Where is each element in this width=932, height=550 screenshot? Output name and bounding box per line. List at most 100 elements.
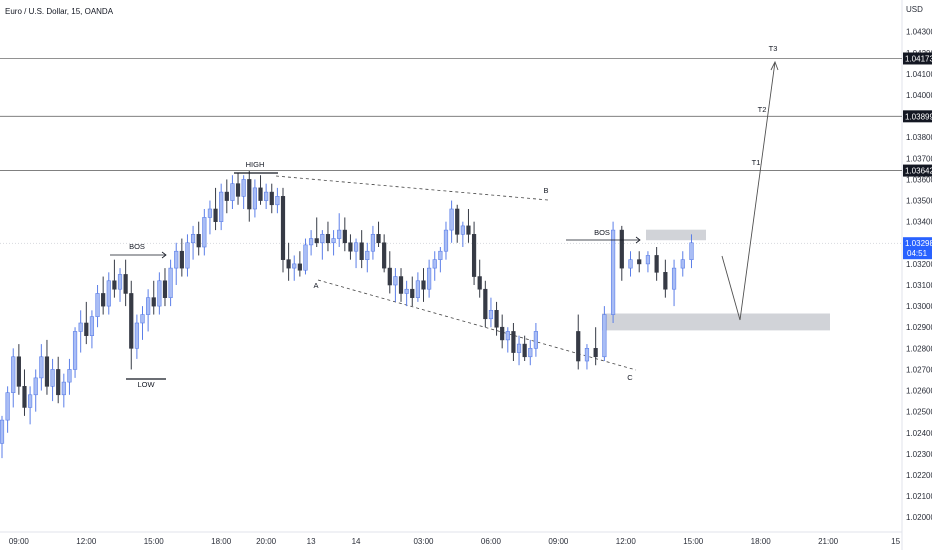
candle-body — [162, 280, 168, 298]
candle-body — [359, 242, 364, 260]
candle-body — [500, 326, 505, 341]
candle-body — [443, 229, 449, 252]
candle-body — [95, 293, 100, 317]
candle-body — [129, 293, 134, 349]
candle-body — [308, 238, 314, 246]
candle-body — [33, 377, 38, 396]
annotations-layer: HIGH LOW BOS BOS A B C T1 T2 T3 — [110, 44, 777, 389]
time-tick-label: 15:00 — [144, 537, 165, 546]
candle-body — [382, 242, 387, 269]
price-tick-label: 1.04100 — [906, 70, 932, 79]
annotation-c: C — [627, 373, 633, 382]
candle-body — [376, 234, 381, 244]
candle-body — [117, 274, 123, 290]
price-tick-label: 1.03400 — [906, 218, 932, 227]
candle-body — [460, 225, 465, 235]
candle-body — [106, 280, 111, 307]
level-price-tag — [903, 52, 932, 65]
candle-body — [619, 229, 624, 269]
candle-body — [398, 276, 404, 294]
annotation-b: B — [543, 186, 548, 195]
candle-body — [516, 343, 522, 353]
candle-body — [247, 179, 252, 210]
time-axis[interactable]: 09:00 12:00 15:00 18:00 20:00 13 14 03:00 06:00 0… — [9, 537, 901, 546]
candle-body — [146, 297, 151, 315]
price-tick-label: 1.02600 — [906, 387, 932, 396]
candle-body — [353, 242, 359, 252]
time-tick-label: 15:00 — [683, 537, 704, 546]
candle-body — [483, 288, 488, 320]
candle-body — [224, 191, 229, 201]
candle-body — [466, 225, 471, 235]
price-tick-label: 1.02400 — [906, 429, 932, 438]
candle-body — [101, 293, 106, 307]
price-tick-label: 1.02700 — [906, 365, 932, 374]
price-tick-label: 1.03200 — [906, 260, 932, 269]
candle-body — [179, 250, 184, 269]
candle-body — [325, 234, 331, 244]
candle-body — [645, 255, 651, 265]
candle-body — [415, 280, 420, 298]
annotation-a: A — [313, 281, 318, 290]
time-tick-label: 06:00 — [481, 537, 502, 546]
price-tick-label: 1.03100 — [906, 281, 932, 290]
time-tick-label: 18:00 — [751, 537, 772, 546]
candle-body — [387, 267, 392, 286]
candle-body — [488, 310, 494, 320]
time-tick-label: 12:00 — [616, 537, 637, 546]
price-axis[interactable]: 1.02000 1.02100 1.02200 1.02300 1.02400 1.025… — [903, 28, 932, 523]
candle-body — [528, 348, 533, 358]
candle-body — [331, 238, 336, 244]
candle-body — [303, 244, 308, 271]
lower-trendline — [317, 279, 637, 371]
trendlines-layer — [275, 60, 779, 371]
price-tick-label: 1.03800 — [906, 133, 932, 142]
candle-body — [292, 263, 297, 269]
candle-body — [522, 343, 527, 358]
candle-body — [174, 250, 179, 269]
projection-path — [721, 61, 776, 321]
candle-body — [689, 242, 694, 260]
price-tick-label: 1.02100 — [906, 492, 932, 501]
level-price-label: 1.03642 — [905, 167, 932, 176]
candle-body — [370, 234, 376, 252]
candle-body — [471, 234, 477, 277]
time-tick-label: 14 — [352, 537, 361, 546]
candle-body — [449, 208, 454, 231]
time-tick-label: 12:00 — [76, 537, 97, 546]
demand-zone — [602, 313, 830, 331]
candle-body — [16, 356, 21, 387]
level-price-tag — [903, 110, 932, 123]
candle-body — [455, 208, 460, 235]
candle-body — [84, 322, 89, 336]
candle-body — [511, 331, 516, 353]
candle-body — [427, 267, 432, 290]
time-tick-label: 18:00 — [211, 537, 232, 546]
time-tick-label: 09:00 — [9, 537, 30, 546]
candle-body — [286, 259, 291, 269]
price-tick-label: 1.04300 — [906, 28, 932, 37]
annotation-t1: T1 — [752, 158, 761, 167]
candle-body — [337, 229, 342, 239]
candle-body — [151, 297, 156, 307]
annotation-low: LOW — [137, 380, 155, 389]
candle-body — [112, 280, 117, 290]
candle-body — [22, 386, 27, 408]
supply-box — [646, 229, 706, 241]
price-tick-label: 1.02000 — [906, 513, 932, 522]
candle-body — [123, 274, 128, 294]
candle-body — [365, 250, 370, 260]
candle-body — [663, 272, 668, 290]
candle-body — [252, 187, 258, 210]
candle-body — [39, 356, 44, 379]
candle-body — [297, 263, 302, 271]
candle-body — [202, 217, 207, 248]
price-tick-label: 1.02200 — [906, 471, 932, 480]
candle-body — [610, 229, 616, 315]
candle-body — [671, 267, 677, 290]
candle-body — [602, 314, 607, 358]
candle-body — [275, 196, 280, 206]
candle-body — [494, 310, 499, 328]
candle-body — [280, 196, 286, 260]
